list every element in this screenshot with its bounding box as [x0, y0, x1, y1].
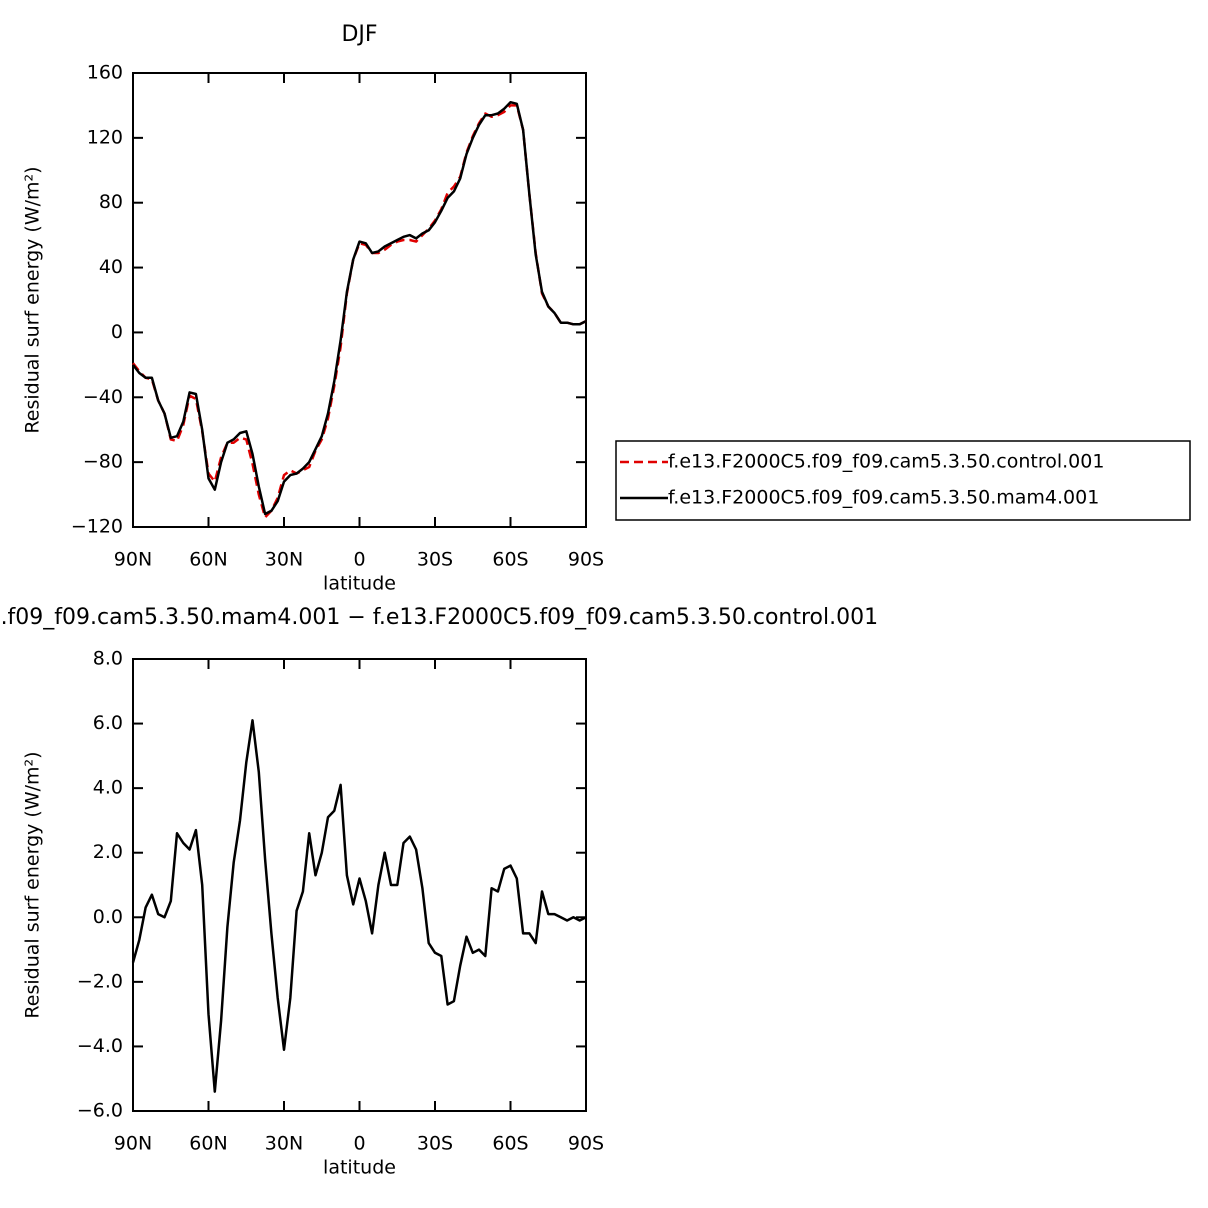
x-tick-label: 30S — [417, 1133, 453, 1155]
y-tick-label: 120 — [87, 126, 123, 148]
x-tick-label: 90S — [568, 549, 604, 571]
x-tick-label: 60N — [189, 549, 227, 571]
x-axis-label: latitude — [323, 573, 396, 595]
x-tick-label: 90N — [114, 549, 152, 571]
y-tick-label: −40 — [83, 386, 123, 408]
y-tick-label: −120 — [71, 516, 123, 538]
y-tick-label: −4.0 — [77, 1035, 123, 1057]
x-tick-label: 30S — [417, 549, 453, 571]
y-tick-label: 0.0 — [93, 906, 123, 928]
data-line — [131, 719, 587, 1093]
y-tick-label: 0 — [111, 321, 123, 343]
x-axis-label: latitude — [323, 1157, 396, 1179]
legend-frame — [615, 440, 1191, 521]
y-tick-label: −6.0 — [77, 1100, 123, 1122]
data-line — [132, 100, 587, 516]
data-line — [132, 104, 587, 519]
x-tick-label: 90N — [114, 1133, 152, 1155]
legend-label: f.e13.F2000C5.f09_f09.cam5.3.50.control.… — [668, 451, 1104, 473]
x-tick-label: 60S — [492, 549, 528, 571]
y-axis-label: Residual surf energy (W/m²) — [22, 166, 44, 433]
y-tick-label: 80 — [99, 191, 123, 213]
x-tick-label: 30N — [265, 1133, 303, 1155]
plot-frame — [132, 72, 587, 528]
x-tick-label: 0 — [353, 549, 365, 571]
y-tick-label: −80 — [83, 451, 123, 473]
chart-title: f.e13.F2000C5.f09_f09.cam5.3.50.mam4.001… — [0, 605, 878, 630]
y-tick-label: 2.0 — [93, 841, 123, 863]
y-tick-label: 8.0 — [93, 648, 123, 670]
x-tick-label: 60S — [492, 1133, 528, 1155]
y-tick-label: 160 — [87, 62, 123, 84]
y-axis-label: Residual surf energy (W/m²) — [22, 751, 44, 1018]
y-tick-label: 6.0 — [93, 712, 123, 734]
x-tick-label: 60N — [189, 1133, 227, 1155]
y-tick-label: 4.0 — [93, 777, 123, 799]
chart-title: DJF — [341, 22, 377, 47]
x-tick-label: 30N — [265, 549, 303, 571]
x-tick-label: 0 — [353, 1133, 365, 1155]
x-tick-label: 90S — [568, 1133, 604, 1155]
legend-label: f.e13.F2000C5.f09_f09.cam5.3.50.mam4.001 — [668, 487, 1099, 509]
y-tick-label: 40 — [99, 256, 123, 278]
y-tick-label: −2.0 — [77, 970, 123, 992]
